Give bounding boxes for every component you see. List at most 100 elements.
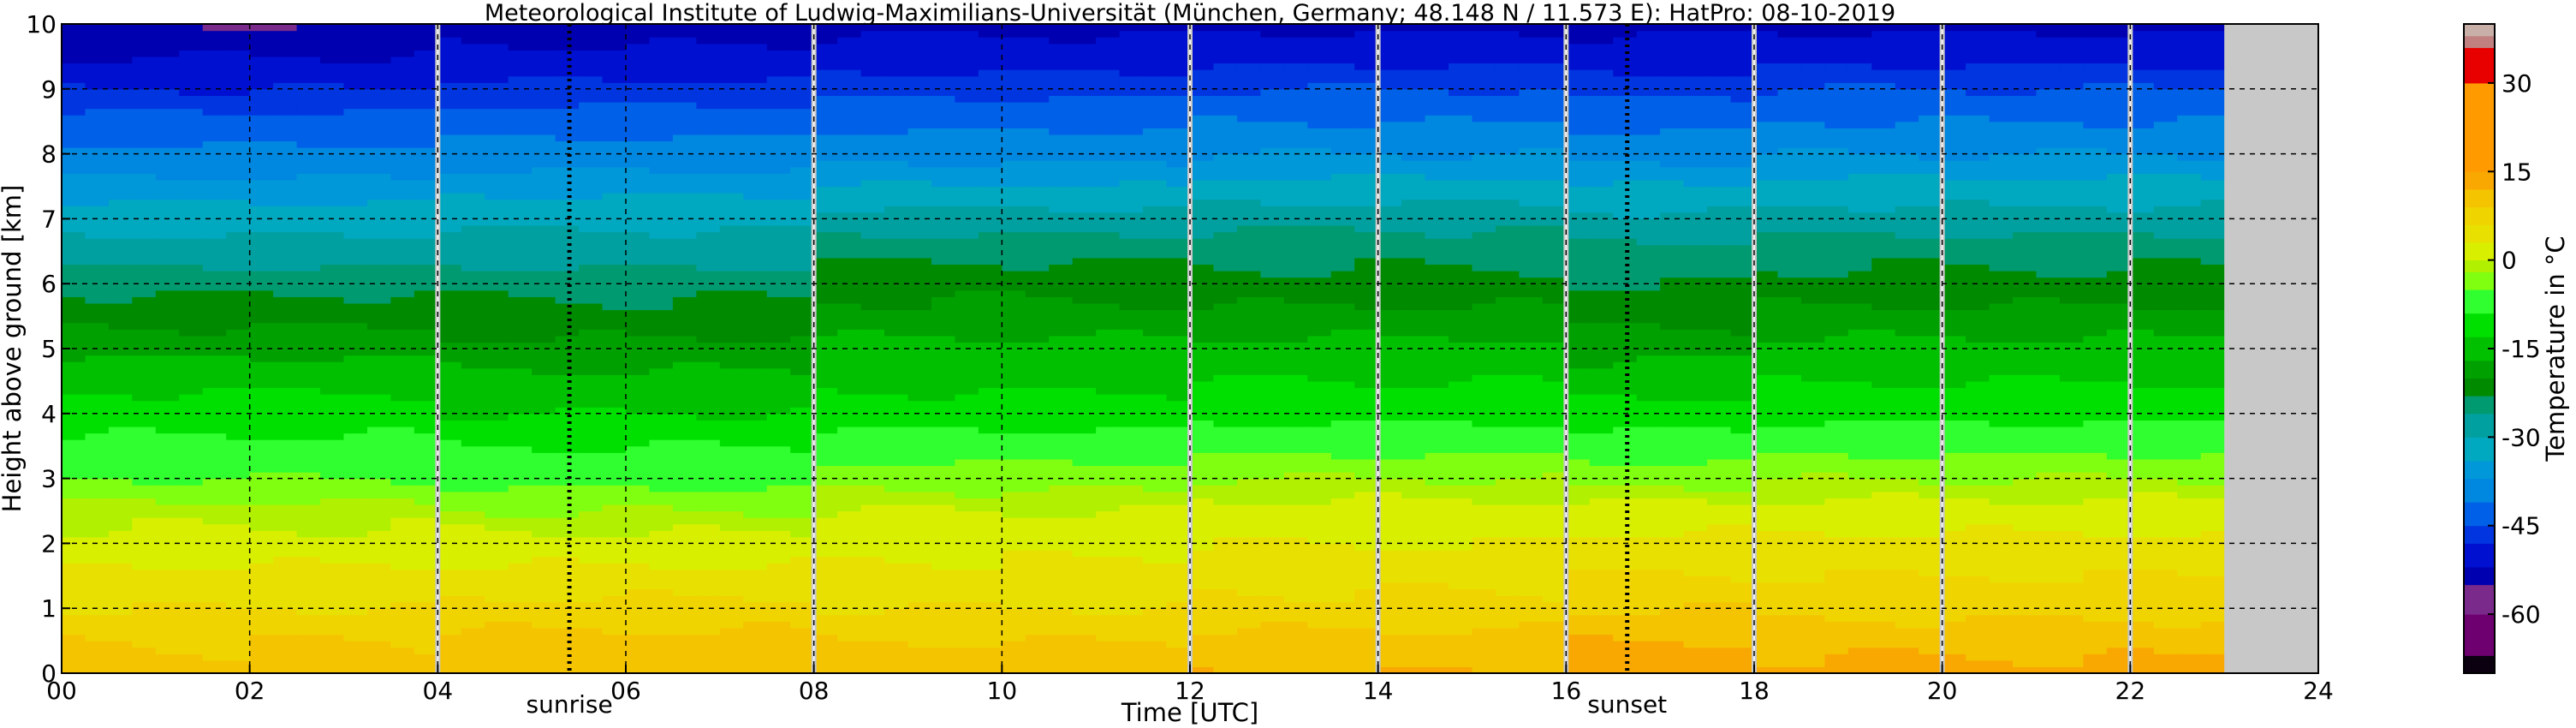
heatmap-cell [366,231,392,239]
heatmap-cell [155,63,180,70]
heatmap-cell [461,296,485,304]
heatmap-cell [1190,621,1215,629]
heatmap-cell [602,504,627,512]
heatmap-cell [108,153,133,161]
heatmap-cell [485,63,509,70]
heatmap-cell [672,595,697,603]
heatmap-cell [461,452,485,460]
heatmap-cell [672,407,697,415]
heatmap-cell [790,413,815,421]
heatmap-cell [931,206,956,213]
heatmap-cell [108,206,133,213]
heatmap-cell [461,329,485,337]
heatmap-cell [1143,543,1168,551]
heatmap-cell [907,88,932,96]
heatmap-cell [884,206,909,213]
heatmap-cell [179,37,204,45]
heatmap-cell [1049,309,1074,317]
heatmap-cell [672,166,697,174]
heatmap-cell [837,309,862,317]
heatmap-cell [1190,355,1215,362]
heatmap-cell [1213,329,1238,337]
heatmap-cell [626,277,651,284]
heatmap-cell [907,641,932,648]
heatmap-cell [931,257,956,266]
heatmap-cell [907,498,932,505]
heatmap-cell [1119,653,1144,661]
heatmap-cell [1213,224,1238,233]
heatmap-cell [696,478,721,486]
heatmap-cell [1190,498,1215,505]
heatmap-cell [155,543,180,551]
heatmap-cell [602,355,627,362]
heatmap-cell [1119,82,1144,90]
heatmap-cell [413,329,438,337]
heatmap-cell [955,439,979,447]
heatmap-cell [320,199,345,206]
heatmap-cell [1143,659,1168,668]
heatmap-cell [390,523,415,531]
heatmap-cell [249,43,274,51]
heatmap-cell [579,543,604,551]
heatmap-cell [907,576,932,583]
heatmap-cell [108,413,133,421]
heatmap-cell [1096,569,1121,576]
heatmap-cell [320,212,345,219]
heatmap-cell [320,582,345,590]
heatmap-cell [366,400,392,408]
heatmap-cell [532,37,556,45]
heatmap-cell [790,621,815,629]
heatmap-cell [860,472,885,480]
heatmap-cell [626,647,651,654]
heatmap-cell [579,251,604,259]
heatmap-cell [860,128,885,135]
heatmap-cell [202,621,227,629]
heatmap-cell [1096,439,1121,447]
heatmap-cell [1166,134,1191,142]
heatmap-cell [155,588,180,596]
heatmap-cell [555,349,580,356]
heatmap-cell [202,595,227,603]
heatmap-cell [179,335,204,343]
heatmap-cell [978,439,1002,447]
heatmap-cell [532,63,556,70]
heatmap-cell [85,576,110,583]
heatmap-cell [790,257,815,266]
heatmap-cell [907,426,932,434]
heatmap-cell [413,302,438,311]
heatmap-cell [860,439,885,447]
heatmap-cell [179,75,204,83]
heatmap-cell [790,426,815,434]
heatmap-cell [108,244,133,252]
heatmap-cell [155,641,180,648]
heatmap-cell [931,355,956,362]
heatmap-cell [884,627,909,636]
heatmap-cell [273,108,298,116]
heatmap-cell [579,659,604,668]
heatmap-cell [884,264,909,272]
heatmap-cell [532,439,556,447]
heatmap-cell [1213,277,1238,284]
heatmap-cell [343,206,368,213]
heatmap-cell [579,342,604,349]
heatmap-cell [179,452,204,460]
heatmap-cell [860,349,885,356]
heatmap-cell [978,569,1002,576]
heatmap-cell [790,309,815,317]
heatmap-cell [296,147,321,155]
heatmap-cell [226,413,251,421]
heatmap-cell [296,549,321,558]
heatmap-cell [155,510,180,518]
heatmap-cell [837,374,862,382]
heatmap-cell [813,407,838,415]
heatmap-cell [837,335,862,343]
heatmap-cell [602,426,627,434]
heatmap-cell [1166,439,1191,447]
heatmap-cell [62,445,86,453]
heatmap-cell [1190,588,1215,596]
heatmap-cell [413,153,438,161]
heatmap-cell [1143,75,1168,83]
heatmap-cell [1025,147,1050,155]
heatmap-cell [485,257,509,266]
heatmap-cell [202,238,227,246]
